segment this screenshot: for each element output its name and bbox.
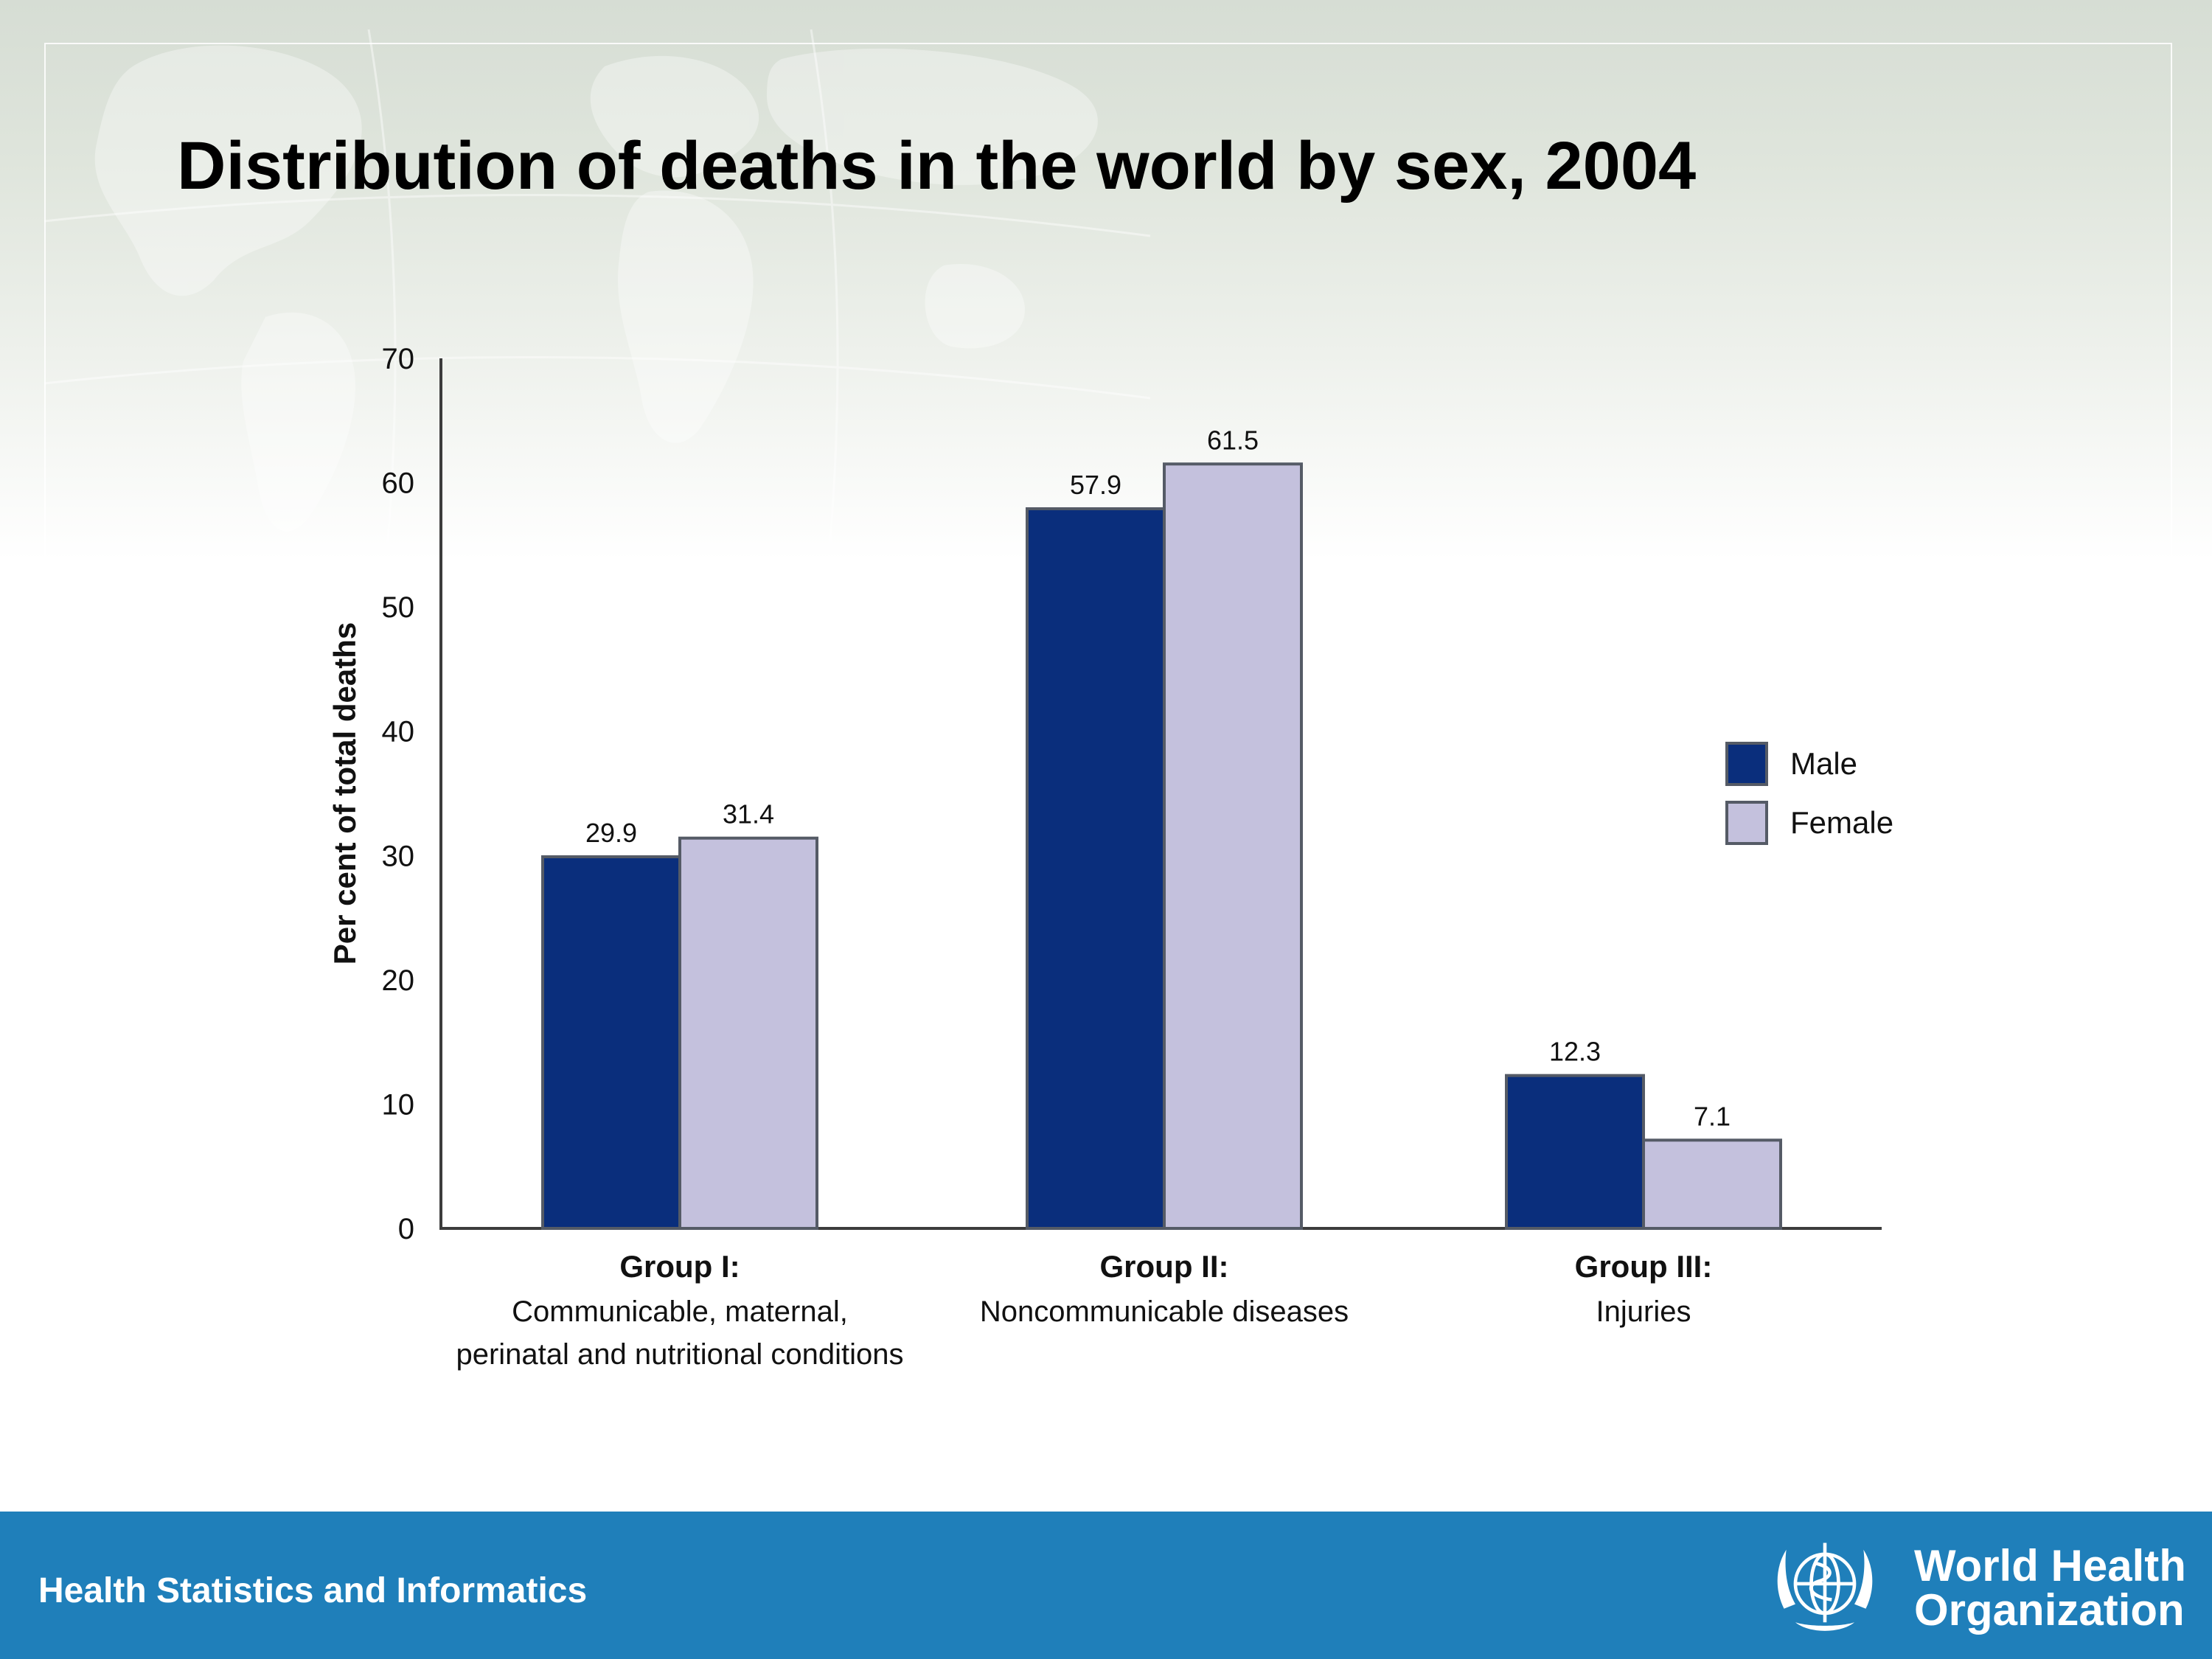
bar-value-label: 7.1 bbox=[1694, 1101, 1731, 1131]
who-wordmark-line2: Organization bbox=[1914, 1585, 2185, 1635]
bar-value-label: 61.5 bbox=[1207, 425, 1259, 455]
y-tick-label: 0 bbox=[398, 1213, 414, 1245]
x-category-sub: perinatal and nutritional conditions bbox=[456, 1338, 903, 1371]
bar-male bbox=[1026, 507, 1166, 1230]
who-wordmark: World Health Organization bbox=[1914, 1544, 2186, 1632]
y-tick-label: 20 bbox=[382, 964, 415, 997]
bars bbox=[541, 462, 1782, 1231]
slide-frame bbox=[44, 43, 2172, 1510]
bar-female bbox=[678, 836, 818, 1230]
y-tick-label: 30 bbox=[382, 840, 415, 872]
who-emblem-icon bbox=[1777, 1543, 1873, 1631]
bar-labels: 29.9 57.9 12.3 31.4 61.5 7.1 bbox=[585, 425, 1731, 1131]
x-category-head: Group I: bbox=[619, 1249, 740, 1284]
world-map-watermark bbox=[44, 29, 1151, 590]
footer-department: Health Statistics and Informatics bbox=[38, 1571, 588, 1610]
x-category-sub: Communicable, maternal, bbox=[512, 1295, 848, 1328]
legend-swatch-male bbox=[1725, 742, 1768, 786]
y-tick-label: 70 bbox=[382, 343, 415, 375]
x-category-head: Group II: bbox=[1100, 1249, 1229, 1284]
legend: Male Female bbox=[1725, 742, 1893, 845]
bar-value-label: 12.3 bbox=[1549, 1037, 1601, 1067]
bar-value-label: 31.4 bbox=[723, 799, 774, 830]
who-wordmark-line1: World Health bbox=[1914, 1541, 2186, 1590]
bar-value-label: 57.9 bbox=[1070, 470, 1121, 500]
y-ticks: 0 10 20 30 40 50 60 70 bbox=[382, 343, 415, 1245]
y-tick-label: 60 bbox=[382, 467, 415, 500]
bar-male bbox=[541, 855, 681, 1230]
x-category-head: Group III: bbox=[1575, 1249, 1713, 1284]
x-category-sub: Injuries bbox=[1596, 1295, 1691, 1328]
slide-title: Distribution of deaths in the world by s… bbox=[177, 128, 1697, 204]
bar-female bbox=[1163, 462, 1303, 1230]
x-category-sub: Noncommunicable diseases bbox=[980, 1295, 1349, 1328]
legend-swatch-female bbox=[1725, 801, 1768, 845]
legend-label-female: Female bbox=[1790, 805, 1893, 840]
y-tick-label: 40 bbox=[382, 716, 415, 748]
y-axis-label: Per cent of total deaths bbox=[327, 622, 362, 964]
bar-female bbox=[1642, 1138, 1782, 1231]
y-tick-label: 10 bbox=[382, 1088, 415, 1121]
bar-male bbox=[1505, 1074, 1645, 1230]
legend-label-male: Male bbox=[1790, 746, 1857, 781]
bar-value-label: 29.9 bbox=[585, 818, 637, 848]
x-category-labels: Group I: Communicable, maternal, perinatal… bbox=[456, 1249, 1712, 1371]
y-tick-label: 50 bbox=[382, 591, 415, 624]
